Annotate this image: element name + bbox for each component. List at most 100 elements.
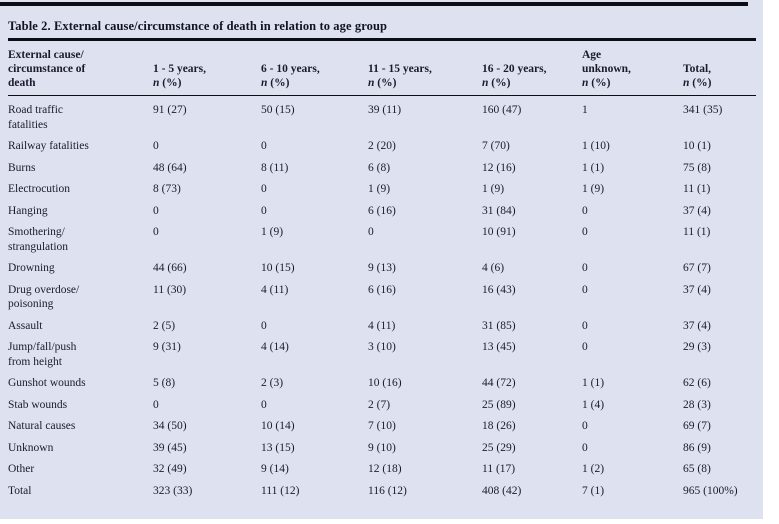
row-label: Road traffic fatalities xyxy=(8,104,64,131)
cell-value: 1 (4) xyxy=(582,398,605,411)
cell-value: 1 (9) xyxy=(482,183,505,195)
row-label: Smothering/strangulation xyxy=(8,226,69,253)
cell-value: 111 (12) xyxy=(261,484,300,497)
cell-value: 0 xyxy=(582,441,588,454)
cell-value: 0 xyxy=(582,319,588,332)
cell-value: 2 (5) xyxy=(153,319,176,332)
cell-value: 4 (11) xyxy=(368,319,396,332)
cell-value: 44 (66) xyxy=(153,262,187,274)
table-header: External cause/circumstance of death 1 - 5… xyxy=(8,41,756,96)
row-label: Natural causes xyxy=(8,420,76,432)
cell-value: 29 (3) xyxy=(683,341,711,353)
cell-value: 0 xyxy=(153,204,159,217)
row-label: Hanging xyxy=(8,204,48,217)
row-label: Unknown xyxy=(8,441,54,454)
cell-value: 13 (45) xyxy=(482,341,516,353)
cell-value: 39 (11) xyxy=(368,104,402,116)
cell-value: 341 (35) xyxy=(683,104,723,116)
table-row: Stab wounds 0 0 2 (7) 25 (89) 1 (4) 28 (3) xyxy=(8,391,756,413)
cell-value: 48 (64) xyxy=(153,161,187,174)
cell-value: 4 (11) xyxy=(261,283,289,296)
header-row: External cause/circumstance of death 1 - 5… xyxy=(8,41,756,96)
table-row: Gunshot wounds 5 (8) 2 (3) 10 (16) 44 (72) 1 … xyxy=(8,369,756,391)
row-label: Railway fatalities xyxy=(8,140,89,152)
cell-value: 6 (16) xyxy=(368,283,396,296)
cell-value: 4 (6) xyxy=(482,262,505,274)
table-row: Total 323 (33) 111 (12) 116 (12) 408 (42) 7 (… xyxy=(8,477,756,499)
table-row: Other 32 (49) 9 (14) 12 (18) 11 (17) 1 (2) 65 … xyxy=(8,455,756,477)
cell-value: 0 xyxy=(582,341,588,353)
table-row: Jump/fall/push from height 9 (31) 4 (14) 3 (… xyxy=(8,333,756,369)
cell-value: 1 (9) xyxy=(261,226,284,238)
row-label: Total xyxy=(8,484,32,497)
cell-value: 31 (85) xyxy=(482,319,516,332)
table-body: Road traffic fatalities 91 (27) 50 (15) 39 (… xyxy=(8,96,756,499)
cell-value: 10 (14) xyxy=(261,420,295,432)
cell-value: 65 (8) xyxy=(683,463,711,475)
table-row: Drowning 44 (66) 10 (15) 9 (13) 4 (6) 0 67 (7) xyxy=(8,254,756,276)
cell-value: 1 xyxy=(582,104,588,116)
death-cause-by-age-table: External cause/circumstance of death 1 - 5… xyxy=(8,41,756,498)
cell-value: 31 (84) xyxy=(482,204,516,217)
cell-value: 0 xyxy=(261,204,267,217)
cell-value: 2 (7) xyxy=(368,398,391,411)
cell-value: 9 (31) xyxy=(153,341,181,353)
cell-value: 11 (1) xyxy=(683,183,711,195)
cell-value: 50 (15) xyxy=(261,104,295,116)
table-row: Railway fatalities 0 0 2 (20) 7 (70) 1 (10) 10… xyxy=(8,132,756,154)
cell-value: 0 xyxy=(153,226,159,238)
cell-value: 9 (10) xyxy=(368,441,396,454)
cell-value: 10 (91) xyxy=(482,226,516,238)
row-label: Drowning xyxy=(8,262,55,274)
top-rule xyxy=(0,2,748,6)
cell-value: 10 (15) xyxy=(261,262,295,274)
row-label: Drug overdose/poisoning xyxy=(8,283,80,311)
table-row: Drug overdose/poisoning 11 (30) 4 (11) 6 (1… xyxy=(8,276,756,312)
cell-value: 965 (100%) xyxy=(683,484,738,497)
cell-value: 4 (14) xyxy=(261,341,289,353)
cell-value: 1 (1) xyxy=(582,161,605,174)
cell-value: 1 (10) xyxy=(582,140,610,152)
table-row: Hanging 0 0 6 (16) 31 (84) 0 37 (4) xyxy=(8,197,756,219)
cell-value: 5 (8) xyxy=(153,377,176,389)
row-label: Other xyxy=(8,463,35,475)
cell-value: 37 (4) xyxy=(683,283,711,296)
col-header: 6 - 10 years, n (%) xyxy=(261,41,368,96)
col-header: 11 - 15 years, n (%) xyxy=(368,41,482,96)
table-row: Electrocution 8 (73) 0 1 (9) 1 (9) 1 (9) 11 (1… xyxy=(8,175,756,197)
cell-value: 10 (16) xyxy=(368,377,402,389)
cell-value: 408 (42) xyxy=(482,484,522,497)
cell-value: 67 (7) xyxy=(683,262,711,274)
table-title: Table 2. External cause/circumstance of … xyxy=(8,19,388,33)
col-header: Total, n (%) xyxy=(683,41,756,96)
table-row: Natural causes 34 (50) 10 (14) 7 (10) 18 (26… xyxy=(8,412,756,434)
cell-value: 7 (10) xyxy=(368,420,396,432)
cell-value: 25 (29) xyxy=(482,441,516,454)
cell-value: 160 (47) xyxy=(482,104,522,116)
cell-value: 28 (3) xyxy=(683,398,711,411)
table-row: Smothering/strangulation 0 1 (9) 0 10 (91) 0 1… xyxy=(8,218,756,254)
cell-value: 11 (30) xyxy=(153,283,187,296)
cell-value: 62 (6) xyxy=(683,377,711,389)
cell-value: 7 (70) xyxy=(482,140,510,152)
cell-value: 9 (14) xyxy=(261,463,289,475)
row-label: Assault xyxy=(8,319,43,332)
col-header: Age unknown, n (%) xyxy=(582,41,683,96)
cell-value: 11 (1) xyxy=(683,226,711,238)
row-label: Gunshot wounds xyxy=(8,377,86,389)
cell-value: 13 (15) xyxy=(261,441,295,454)
cell-value: 0 xyxy=(261,319,267,332)
row-label: Stab wounds xyxy=(8,398,68,411)
col-header-cause: External cause/circumstance of death xyxy=(8,41,153,96)
cell-value: 2 (3) xyxy=(261,377,284,389)
cell-value: 86 (9) xyxy=(683,441,711,454)
cell-value: 9 (13) xyxy=(368,262,396,274)
cell-value: 91 (27) xyxy=(153,104,187,116)
row-label: Burns xyxy=(8,161,36,174)
cell-value: 10 (1) xyxy=(683,140,711,152)
cell-value: 7 (1) xyxy=(582,484,605,497)
cell-value: 0 xyxy=(153,398,159,411)
title-rule xyxy=(8,38,756,41)
cell-value: 6 (8) xyxy=(368,161,391,174)
